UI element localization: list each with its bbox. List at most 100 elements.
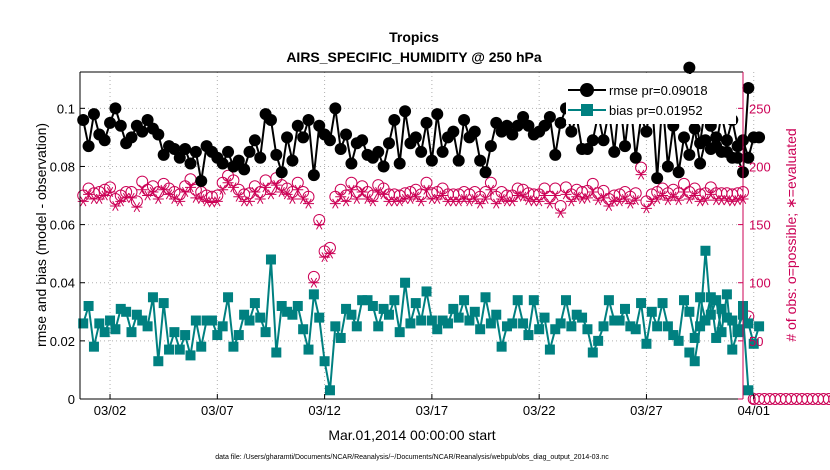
obs_possible-point — [629, 187, 642, 200]
bias-point — [475, 324, 486, 335]
obs_evaluated-point — [694, 196, 706, 207]
rmse-point — [661, 160, 674, 173]
bias-point — [99, 327, 110, 338]
bias-point — [598, 321, 609, 332]
rmse-point — [356, 134, 369, 147]
bias-point — [255, 312, 266, 323]
rmse-point — [216, 157, 229, 170]
x-tick-label: 03/12 — [308, 403, 341, 418]
bias-point — [657, 298, 668, 309]
bias-point — [405, 318, 416, 329]
bias-point — [652, 321, 663, 332]
rmse-point — [565, 125, 578, 138]
obs_evaluated-point — [158, 184, 170, 195]
rmse-point — [511, 119, 524, 132]
bias-point — [362, 295, 373, 306]
bias-point — [437, 315, 448, 326]
bias-point — [641, 338, 652, 349]
rmse-point — [543, 111, 556, 124]
bias-point — [147, 292, 158, 303]
bias-point — [201, 315, 212, 326]
obs_evaluated-point — [297, 194, 309, 205]
bias-point — [668, 330, 679, 341]
legend-rmse-label: rmse pr=0.09018 — [609, 83, 708, 98]
rmse-point — [152, 128, 165, 141]
bias-point — [341, 303, 352, 314]
series-obs_possible — [77, 161, 830, 405]
rmse-point — [731, 151, 744, 164]
bias-point — [727, 344, 738, 355]
obs_possible-point — [189, 183, 202, 196]
obs_evaluated-point — [678, 187, 690, 198]
bias-point — [469, 306, 480, 317]
rmse-point — [447, 125, 460, 138]
rmse-point — [683, 148, 696, 161]
bias-point — [394, 327, 405, 338]
bias-point — [190, 315, 201, 326]
rmse-point — [597, 134, 610, 147]
obs_evaluated-point — [185, 182, 196, 193]
y-right-tick-label: 100 — [749, 276, 771, 291]
bias-point — [705, 309, 716, 320]
rmse-point — [125, 131, 138, 144]
obs_evaluated-point — [233, 191, 245, 202]
rmse-point — [238, 163, 251, 176]
obs_evaluated-point — [512, 190, 524, 201]
obs_evaluated-point — [490, 198, 502, 209]
obs_possible-point — [511, 182, 524, 195]
obs_evaluated-point — [179, 187, 191, 198]
bias-point — [512, 295, 523, 306]
obs_evaluated-point — [437, 190, 449, 201]
obs_evaluated-point — [635, 169, 647, 180]
y-left-tick-label: 0.1 — [57, 101, 75, 116]
rmse-point — [393, 157, 406, 170]
obs_evaluated-point — [83, 189, 95, 200]
bias-point — [378, 303, 389, 314]
bias-point — [319, 356, 330, 367]
bias-point — [534, 324, 545, 335]
rmse-point — [141, 113, 154, 126]
bias-point — [550, 324, 561, 335]
bias-point — [223, 292, 234, 303]
bias-point — [351, 321, 362, 332]
bias-point — [276, 300, 287, 311]
rmse-point — [694, 157, 707, 170]
bias-point — [555, 318, 566, 329]
obs_evaluated-point — [576, 194, 588, 205]
rmse-point — [458, 113, 471, 126]
bias-point — [105, 315, 116, 326]
bias-point — [539, 312, 550, 323]
bias-point — [448, 303, 459, 314]
rmse-point — [517, 111, 530, 124]
obs_evaluated-point — [421, 184, 433, 195]
rmse-point — [618, 140, 631, 153]
y-axis-left-label: rmse and bias (model - observation) — [33, 123, 49, 347]
bias-point — [716, 303, 727, 314]
rmse-point — [82, 140, 95, 153]
bias-point — [185, 350, 196, 361]
rmse-point — [694, 137, 707, 150]
rmse-point — [168, 143, 181, 156]
bias-point — [308, 289, 319, 300]
obs_evaluated-point — [469, 194, 481, 205]
obs_evaluated-point — [544, 198, 556, 209]
bias-point — [459, 295, 470, 306]
bias-point — [593, 335, 604, 346]
bias-point — [373, 321, 384, 332]
bias-point — [233, 330, 244, 341]
bias-point — [684, 306, 695, 317]
bias-point — [603, 295, 614, 306]
obs_evaluated-point — [313, 219, 325, 230]
bias-point — [496, 341, 507, 352]
rmse-point — [742, 81, 755, 94]
bias-point — [115, 303, 126, 314]
rmse-point — [222, 145, 235, 158]
obs_evaluated-point — [726, 196, 738, 207]
rmse-point — [538, 119, 551, 132]
obs_evaluated-point — [324, 248, 336, 259]
obs_evaluated-point — [480, 194, 492, 205]
obs_possible-point — [822, 393, 830, 405]
bias-point — [400, 277, 411, 288]
bias-point — [142, 321, 153, 332]
obs_evaluated-point — [555, 207, 567, 218]
